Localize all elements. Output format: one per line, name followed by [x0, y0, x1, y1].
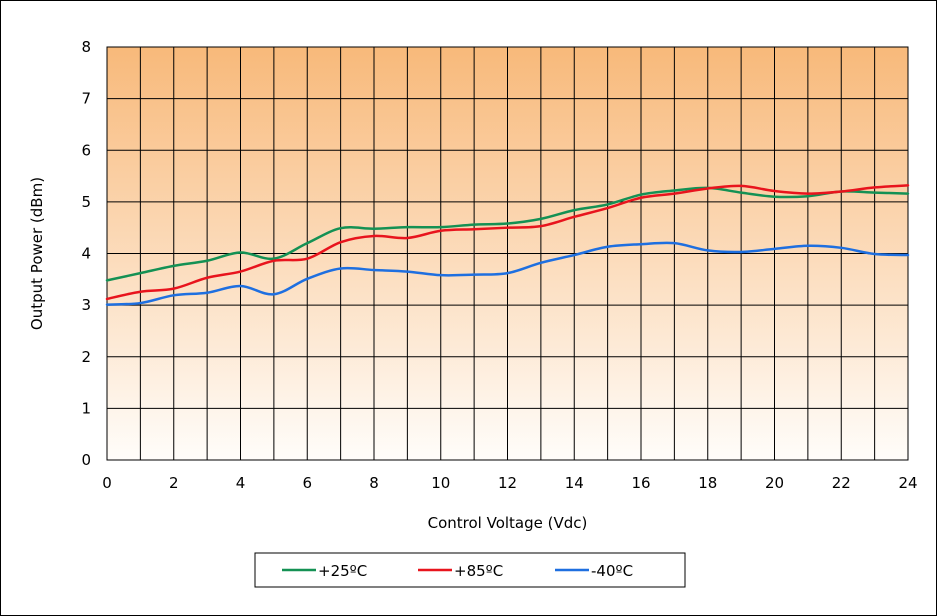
y-tick-label: 8: [81, 38, 91, 56]
x-tick-label: 18: [698, 474, 717, 492]
x-tick-label: 10: [431, 474, 450, 492]
x-tick-label: 24: [898, 474, 917, 492]
plot-border: [106, 46, 909, 461]
x-tick-label: 8: [369, 474, 379, 492]
x-tick-label: 2: [169, 474, 179, 492]
x-tick-label: 16: [631, 474, 650, 492]
legend-box: [254, 552, 686, 588]
legend-label: -40ºC: [591, 562, 633, 580]
x-axis-ticks: 0 2 4 6 8 10 12 14 16 18 20 22 24: [102, 474, 917, 492]
y-tick-label: 2: [81, 348, 91, 366]
y-tick-label: 1: [81, 399, 91, 417]
x-tick-label: 22: [832, 474, 851, 492]
y-axis-title: Output Power (dBm): [28, 177, 46, 330]
y-tick-label: 5: [81, 193, 91, 211]
y-tick-label: 7: [81, 90, 91, 108]
series-line-1: [105, 186, 910, 282]
y-tick-label: 0: [81, 451, 91, 469]
x-tick-label: 6: [302, 474, 312, 492]
legend-label: +25ºC: [318, 562, 367, 580]
x-axis-title: Control Voltage (Vdc): [428, 514, 588, 532]
x-tick-label: 12: [498, 474, 517, 492]
y-axis-ticks: 0 1 2 3 4 5 6 7 8: [81, 38, 91, 469]
series-line-2: [105, 184, 910, 301]
y-tick-label: 4: [81, 245, 91, 263]
series-lines: [105, 184, 910, 306]
x-tick-label: 14: [565, 474, 584, 492]
legend-label: +85ºC: [454, 562, 503, 580]
series-line-3: [105, 241, 910, 306]
legend: +25ºC +85ºC -40ºC: [254, 552, 686, 588]
x-tick-label: 4: [236, 474, 246, 492]
y-tick-label: 3: [81, 296, 91, 314]
x-tick-label: 0: [102, 474, 112, 492]
legend-items: +25ºC +85ºC -40ºC: [282, 562, 633, 580]
y-tick-label: 6: [81, 141, 91, 159]
x-tick-label: 20: [765, 474, 784, 492]
